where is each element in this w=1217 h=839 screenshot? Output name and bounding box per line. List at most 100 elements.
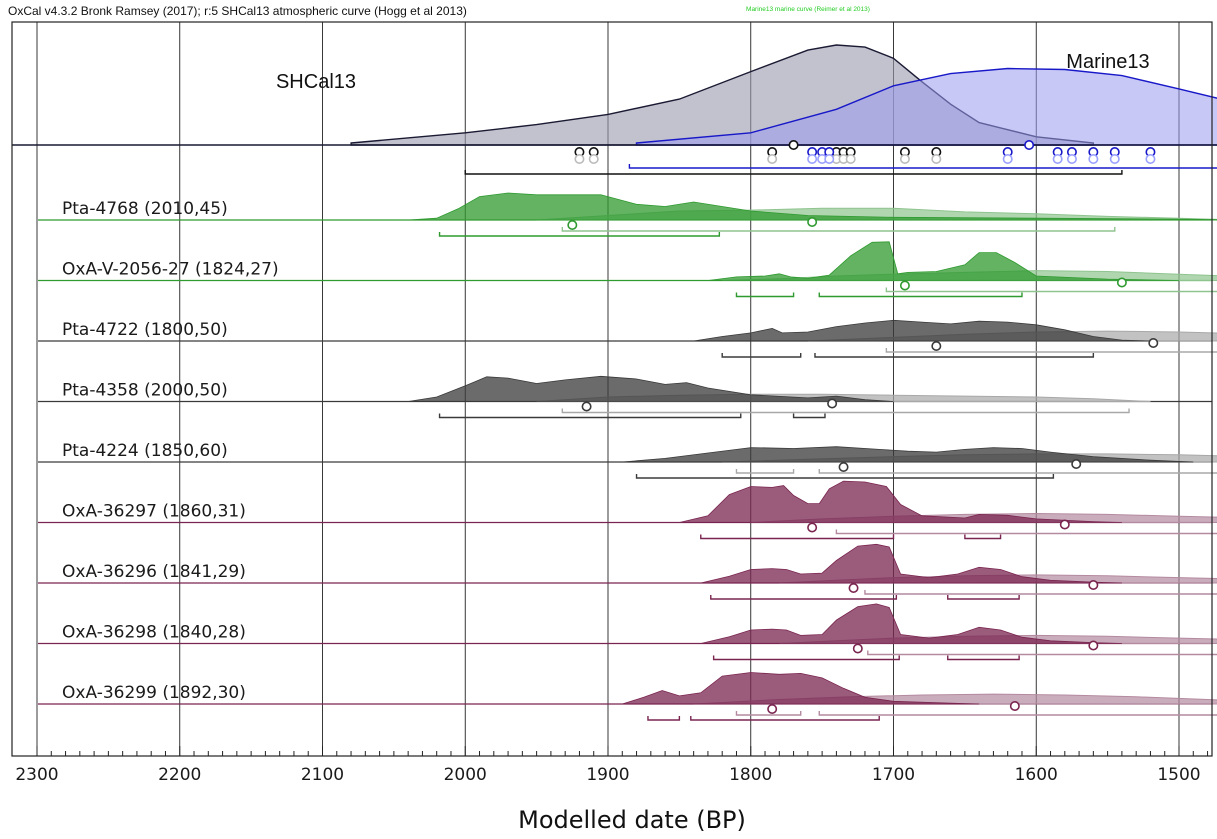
row-label: Pta-4224 (1850,60) bbox=[62, 441, 228, 461]
mean-marker bbox=[807, 217, 818, 228]
likelihood-distribution bbox=[707, 241, 1180, 281]
hpd-range-alt bbox=[561, 408, 1130, 414]
boundary-marker-ghost bbox=[845, 154, 856, 165]
hpd-range-alt bbox=[835, 529, 1217, 535]
marine-marker-ghost bbox=[824, 154, 835, 165]
hpd-range bbox=[438, 232, 721, 237]
row-9: OxA-36299 (1892,30) bbox=[38, 672, 1217, 721]
x-axis-title: Modelled date (BP) bbox=[518, 806, 746, 834]
hpd-range bbox=[947, 595, 1020, 600]
row-2: OxA-V-2056-27 (1824,27) bbox=[38, 241, 1217, 298]
marine-curve-credit: Marine13 marine curve (Reimer et al 2013… bbox=[746, 6, 870, 13]
row-label: Pta-4358 (2000,50) bbox=[62, 381, 228, 401]
likelihood-distribution bbox=[622, 446, 1194, 463]
marine-summary-range bbox=[628, 164, 1217, 169]
row-6: OxA-36297 (1860,31) bbox=[38, 480, 1217, 540]
x-tick-label: 1600 bbox=[1015, 765, 1058, 785]
marine-marker-ghost bbox=[1052, 154, 1063, 165]
marine-marker-ghost bbox=[1088, 154, 1099, 165]
row-3: Pta-4722 (1800,50) bbox=[38, 319, 1217, 358]
mean-marker bbox=[581, 401, 592, 412]
mean-marker bbox=[1148, 337, 1159, 348]
x-tick-label: 2100 bbox=[301, 765, 344, 785]
x-tick-label: 2200 bbox=[158, 765, 201, 785]
hpd-range-alt bbox=[818, 711, 1217, 716]
mean-marker bbox=[899, 280, 910, 291]
hpd-range-alt bbox=[885, 287, 1217, 293]
mean-marker bbox=[931, 340, 942, 351]
hpd-range bbox=[735, 292, 795, 298]
row-5: Pta-4224 (1850,60) bbox=[38, 441, 1217, 479]
hpd-range bbox=[964, 534, 1002, 540]
row-8: OxA-36298 (1840,28) bbox=[38, 603, 1217, 661]
row-label: Pta-4722 (1800,50) bbox=[62, 320, 228, 340]
hpd-range bbox=[635, 474, 1055, 479]
mean-marker bbox=[1088, 640, 1099, 651]
hpd-range bbox=[710, 595, 898, 600]
mean-marker bbox=[852, 643, 863, 654]
x-tick-label: 2300 bbox=[15, 765, 58, 785]
hpd-range-alt bbox=[885, 348, 1217, 353]
likelihood-distribution bbox=[622, 672, 980, 705]
hpd-range-alt bbox=[735, 469, 795, 474]
boundary-marker-ghost bbox=[574, 154, 585, 165]
hpd-range bbox=[647, 716, 681, 721]
row-label: OxA-V-2056-27 (1824,27) bbox=[62, 260, 279, 280]
row-label: OxA-36296 (1841,29) bbox=[62, 562, 246, 582]
marine-marker-ghost bbox=[1109, 154, 1120, 165]
hpd-range bbox=[792, 413, 826, 419]
boundary-marker-ghost bbox=[767, 154, 778, 165]
hpd-range bbox=[947, 655, 1020, 661]
mean-marker bbox=[807, 522, 818, 533]
row-label: OxA-36297 (1860,31) bbox=[62, 502, 246, 522]
calibration-curves bbox=[12, 44, 1217, 175]
hpd-range bbox=[438, 413, 742, 419]
marine-marker bbox=[1024, 140, 1035, 151]
x-tick-label: 1700 bbox=[872, 765, 915, 785]
date-rows: Pta-4768 (2010,45) OxA-V-2056-27 (1824,27… bbox=[38, 192, 1217, 721]
mean-marker bbox=[827, 398, 838, 409]
hpd-range bbox=[712, 655, 900, 661]
likelihood-distribution bbox=[700, 543, 1122, 584]
likelihood-distribution bbox=[693, 319, 1151, 342]
x-tick-label: 1900 bbox=[586, 765, 629, 785]
marine-marker-ghost bbox=[1066, 154, 1077, 165]
row-label: OxA-36299 (1892,30) bbox=[62, 683, 246, 703]
boundary-marker-ghost bbox=[588, 154, 599, 165]
hpd-range bbox=[700, 534, 895, 540]
x-tick-label: 1500 bbox=[1157, 765, 1200, 785]
mean-marker bbox=[1116, 277, 1127, 288]
marine-marker-ghost bbox=[807, 154, 818, 165]
mean-marker bbox=[1009, 700, 1020, 711]
hpd-range-alt bbox=[867, 650, 1217, 656]
hpd-range bbox=[690, 716, 880, 721]
mean-marker bbox=[838, 461, 849, 472]
curve-label-shcal13: SHCal13 bbox=[276, 71, 356, 93]
hpd-range-alt bbox=[735, 711, 802, 716]
mean-marker bbox=[1071, 458, 1082, 469]
mean-marker bbox=[1059, 519, 1070, 530]
x-axis: 2300220021002000190018001700160015001400 bbox=[15, 746, 1209, 785]
hpd-range-alt bbox=[864, 590, 1217, 595]
mean-marker bbox=[567, 220, 578, 231]
x-tick-label: 1800 bbox=[729, 765, 772, 785]
marine13-curve bbox=[635, 67, 1217, 146]
likelihood-distribution bbox=[408, 375, 894, 402]
likelihood-distribution bbox=[408, 192, 1217, 221]
likelihood-distribution bbox=[679, 480, 1122, 523]
curve-label-marine13: Marine13 bbox=[1066, 51, 1149, 73]
marine-marker-ghost bbox=[1145, 154, 1156, 165]
hpd-range bbox=[818, 292, 1023, 298]
mean-marker bbox=[848, 582, 859, 593]
row-label: OxA-36298 (1840,28) bbox=[62, 623, 246, 643]
mean-marker bbox=[767, 703, 778, 714]
likelihood-distribution bbox=[700, 603, 1122, 644]
row-4: Pta-4358 (2000,50) bbox=[38, 375, 1212, 419]
hpd-range bbox=[721, 353, 802, 358]
row-7: OxA-36296 (1841,29) bbox=[38, 543, 1217, 600]
x-tick-label: 2000 bbox=[444, 765, 487, 785]
boundary-marker bbox=[788, 140, 799, 151]
row-1: Pta-4768 (2010,45) bbox=[38, 192, 1217, 237]
row-label: Pta-4768 (2010,45) bbox=[62, 199, 228, 219]
software-credit: OxCal v4.3.2 Bronk Ramsey (2017); r:5 SH… bbox=[8, 4, 467, 18]
